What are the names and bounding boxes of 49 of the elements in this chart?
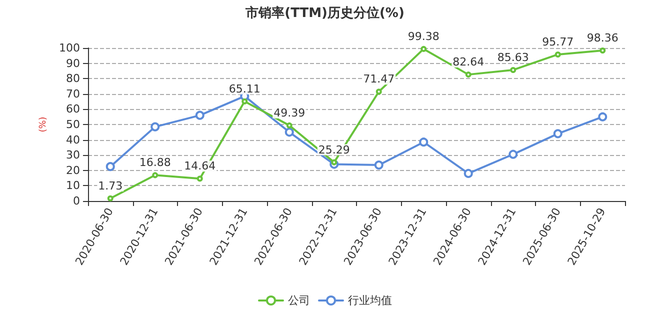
data-label: 99.38 bbox=[408, 30, 440, 43]
point bbox=[465, 72, 472, 78]
y-axis-title: (%) bbox=[38, 116, 49, 132]
point bbox=[508, 150, 518, 159]
y-tick-label: 60 bbox=[66, 102, 80, 116]
point bbox=[554, 51, 561, 58]
point bbox=[374, 160, 384, 170]
point bbox=[376, 88, 382, 95]
point bbox=[286, 122, 292, 128]
point bbox=[242, 98, 248, 104]
data-label: 16.88 bbox=[139, 156, 171, 170]
data-label: 98.36 bbox=[586, 32, 618, 45]
point bbox=[152, 172, 158, 178]
y-tick-label: 40 bbox=[66, 133, 80, 146]
point bbox=[600, 48, 606, 54]
point bbox=[150, 122, 160, 132]
point bbox=[331, 159, 338, 166]
y-tick-label: 100 bbox=[59, 42, 80, 54]
point bbox=[464, 168, 473, 178]
point bbox=[419, 138, 428, 147]
data-label: 1.73 bbox=[98, 179, 123, 192]
data-label: 65.11 bbox=[228, 82, 260, 96]
point bbox=[107, 195, 114, 202]
data-label: 14.64 bbox=[184, 160, 216, 173]
data-label: 71.47 bbox=[363, 72, 395, 86]
point bbox=[598, 112, 608, 122]
legend-label: 公司 bbox=[288, 294, 310, 307]
point bbox=[553, 129, 562, 138]
data-label: 95.77 bbox=[542, 35, 574, 48]
data-label: 49.39 bbox=[274, 106, 306, 120]
point bbox=[106, 162, 115, 172]
y-tick-label: 10 bbox=[66, 179, 80, 192]
data-label: 85.63 bbox=[497, 50, 529, 64]
data-label: 25.29 bbox=[318, 143, 350, 156]
point bbox=[510, 66, 516, 73]
y-tick-label: 50 bbox=[66, 118, 80, 131]
point bbox=[195, 110, 204, 120]
data-label: 82.64 bbox=[452, 56, 484, 69]
y-tick-label: 70 bbox=[66, 87, 80, 100]
chart-title: 市销率(TTM)历史分位(%) bbox=[244, 5, 404, 21]
y-tick-label: 80 bbox=[66, 72, 80, 86]
legend-label: 行业均值 bbox=[348, 294, 392, 307]
y-tick-label: 20 bbox=[66, 164, 80, 177]
point bbox=[284, 128, 294, 137]
y-tick-label: 0 bbox=[73, 194, 80, 208]
point bbox=[420, 46, 427, 52]
y-tick-label: 90 bbox=[66, 56, 80, 70]
y-tick-label: 30 bbox=[66, 148, 80, 162]
point bbox=[196, 176, 203, 182]
